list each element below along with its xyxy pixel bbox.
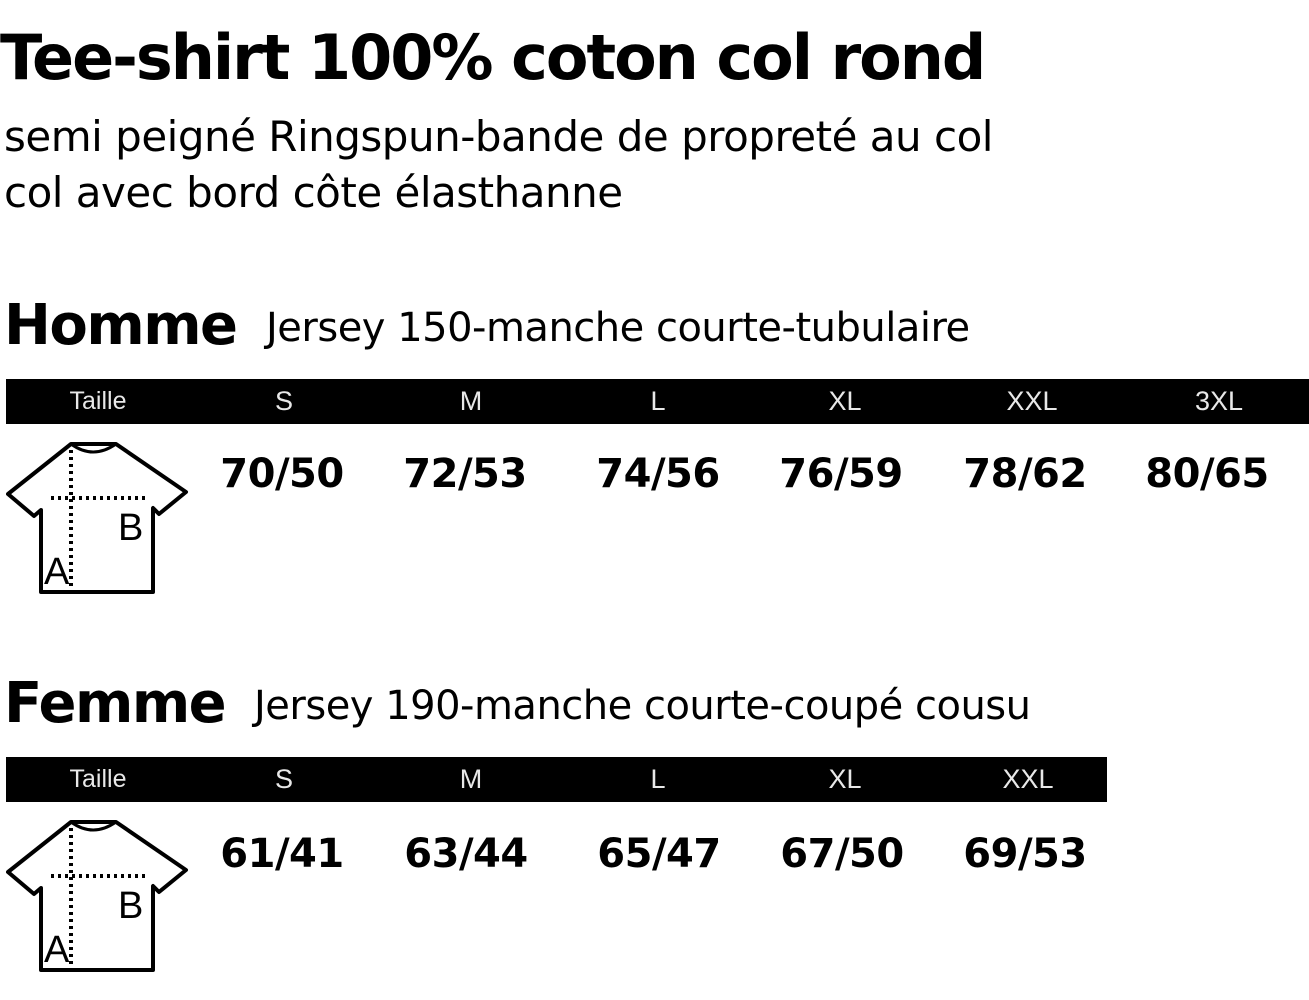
femme-diagram-label-a: A	[44, 929, 70, 971]
homme-size-xl: XL	[828, 386, 862, 416]
homme-size-s: S	[274, 386, 294, 416]
homme-measure-xxl: 78/62	[963, 451, 1087, 497]
homme-measure-l: 74/56	[596, 451, 720, 497]
section-femme-title: Femme	[4, 671, 227, 736]
section-homme-title: Homme	[4, 293, 238, 358]
product-title: Tee-shirt 100% coton col rond	[0, 21, 986, 94]
homme-tshirt-measure-icon: A B	[6, 442, 188, 594]
femme-size-header: Taille S M L XL XXL	[6, 757, 1107, 802]
homme-size-xxl: XXL	[1006, 386, 1058, 416]
femme-measure-xxl: 69/53	[963, 831, 1087, 877]
femme-measure-m: 63/44	[404, 831, 528, 877]
homme-size-3xl: 3XL	[1194, 386, 1244, 416]
homme-size-header: Taille S M L XL XXL 3XL	[6, 379, 1309, 424]
homme-diagram-label-b: B	[118, 507, 143, 549]
homme-measure-xl: 76/59	[779, 451, 903, 497]
femme-tshirt-measure-icon: A B	[6, 820, 188, 972]
homme-size-l: L	[650, 386, 666, 416]
femme-header-taille: Taille	[69, 765, 127, 793]
section-femme-description: Jersey 190-manche courte-coupé cousu	[254, 683, 1031, 729]
section-homme-description: Jersey 150-manche courte-tubulaire	[266, 305, 970, 351]
homme-measure-s: 70/50	[220, 451, 344, 497]
product-subtitle-line2: col avec bord côte élasthanne	[4, 168, 623, 217]
homme-header-taille: Taille	[69, 387, 127, 415]
homme-measure-m: 72/53	[403, 451, 527, 497]
product-subtitle-line1: semi peigné Ringspun-bande de propreté a…	[4, 112, 993, 161]
femme-measure-l: 65/47	[597, 831, 721, 877]
femme-size-s: S	[274, 764, 294, 794]
homme-measure-3xl: 80/65	[1145, 451, 1269, 497]
femme-measure-xl: 67/50	[780, 831, 904, 877]
homme-size-m: M	[459, 386, 483, 416]
femme-measure-s: 61/41	[220, 831, 344, 877]
femme-diagram-label-b: B	[118, 885, 143, 927]
femme-size-m: M	[459, 764, 483, 794]
femme-size-xl: XL	[828, 764, 862, 794]
femme-size-xxl: XXL	[1002, 764, 1054, 794]
femme-size-l: L	[650, 764, 666, 794]
homme-diagram-label-a: A	[44, 551, 70, 593]
